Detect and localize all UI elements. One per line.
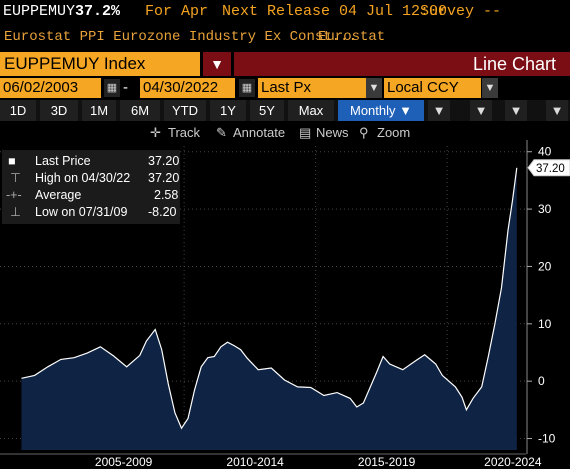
currency-dropdown-icon[interactable]: ▼ (482, 78, 498, 98)
period-1m[interactable]: 1M (82, 100, 116, 121)
legend-high: ⊤ High on 04/30/22 37.20 (2, 170, 180, 187)
currency-select[interactable]: Local CCY (384, 78, 481, 98)
legend-low-value: -8.20 (148, 205, 177, 219)
period-3d[interactable]: 3D (40, 100, 78, 121)
price-field-dropdown-icon[interactable]: ▼ (366, 78, 382, 98)
toolbar-menu-icon-1[interactable]: ▼ (428, 100, 450, 121)
x-axis: 2005-2009 2010-2014 2015-2019 2020-2024 (0, 453, 542, 469)
legend-low-label: Low on 07/31/09 (35, 205, 128, 219)
period-6m[interactable]: 6M (120, 100, 160, 121)
header-survey: Survey -- (420, 3, 502, 20)
legend-average: -+- Average 2.58 (2, 187, 180, 204)
toolbar-menu-icon-3[interactable]: ▼ (505, 100, 527, 121)
start-calendar-icon[interactable]: ▦ (104, 79, 120, 97)
period-ytd[interactable]: YTD (164, 100, 206, 121)
legend-high-value: 37.20 (148, 171, 180, 185)
security-row: EUPPEMUY Index ▼ Line Chart (0, 50, 570, 76)
date-range-row: 06/02/2003 ▦ - 04/30/2022 ▦ Last Px ▼ Lo… (0, 78, 570, 100)
zoom-icon[interactable]: ⚲ (359, 125, 369, 140)
last-value-marker: 37.20 (527, 159, 570, 177)
end-calendar-icon[interactable]: ▦ (239, 79, 255, 97)
last-value-badge (527, 159, 570, 177)
release-header: EUPPEMUY 37.2% For Apr Next Release 04 J… (0, 0, 570, 24)
toolbar-menu-icon-4[interactable]: ▼ (546, 100, 568, 121)
legend-last-price-value: 37.20 (148, 154, 180, 168)
last-value-label: 37.20 (536, 163, 565, 175)
y-axis: -10 0 10 20 30 40 (526, 140, 556, 454)
legend-last-price-label: Last Price (35, 154, 91, 168)
track-icon[interactable]: ✛ (150, 125, 161, 140)
period-1y[interactable]: 1Y (210, 100, 246, 121)
legend-average-value: 2.58 (154, 188, 179, 202)
start-date-field[interactable]: 06/02/2003 (0, 78, 101, 98)
period-1d[interactable]: 1D (0, 100, 36, 121)
y-tick-label: 10 (538, 317, 552, 331)
y-tick-label: -10 (538, 432, 556, 446)
news-icon[interactable]: ▤ (299, 125, 312, 140)
legend-square-icon: ■ (8, 154, 16, 168)
chart-tools-row: ✛ Track ✎ Annotate ▤ News ⚲ Zoom (0, 122, 570, 144)
x-tick-label: 2015-2019 (358, 455, 416, 469)
average-marker-icon: -+- (6, 188, 22, 202)
annotate-icon[interactable]: ✎ (216, 125, 227, 140)
period-max[interactable]: Max (288, 100, 334, 121)
y-tick-label: 20 (538, 259, 552, 273)
chart-grid (0, 146, 526, 450)
low-marker-icon: ⊥ (10, 205, 21, 219)
zoom-button[interactable]: Zoom (377, 125, 411, 140)
date-separator: - (123, 79, 128, 96)
y-tick-label: 30 (538, 202, 552, 216)
track-button[interactable]: Track (168, 125, 201, 140)
chart-line (21, 167, 518, 430)
series-description: Eurostat PPI Eurozone Industry Ex Const.… (4, 29, 357, 45)
period-5y[interactable]: 5Y (250, 100, 284, 121)
header-value: 37.2% (75, 3, 121, 20)
series-source: Eurostat (318, 29, 386, 45)
period-toolbar: 1D 3D 1M 6M YTD 1Y 5Y Max Monthly ▼ ▼ ▼ … (0, 100, 570, 121)
x-tick-label: 2005-2009 (95, 455, 153, 469)
price-field-select[interactable]: Last Px (258, 78, 376, 98)
description-row: Eurostat PPI Eurozone Industry Ex Const.… (0, 24, 570, 50)
frequency-select[interactable]: Monthly ▼ (338, 100, 424, 121)
header-ticker: EUPPEMUY (3, 3, 76, 20)
legend-last-price: ■ Last Price 37.20 (2, 153, 180, 170)
header-period: For Apr (145, 3, 209, 20)
annotate-button[interactable]: Annotate (233, 125, 286, 140)
x-tick-label: 2020-2024 (484, 455, 542, 469)
chart-legend: ■ Last Price 37.20 ⊤ High on 04/30/22 37… (2, 150, 180, 224)
y-tick-label: 0 (538, 374, 545, 388)
chart-area (21, 167, 517, 451)
chart-type-title[interactable]: Line Chart (472, 54, 556, 74)
x-tick-label: 2010-2014 (226, 455, 284, 469)
chart-title-bar: Line Chart (234, 52, 570, 76)
legend-low: ⊥ Low on 07/31/09 -8.20 (2, 204, 180, 221)
legend-high-label: High on 04/30/22 (35, 171, 131, 185)
y-tick-label: 40 (538, 145, 552, 159)
legend-average-label: Average (35, 188, 82, 202)
toolbar-menu-icon-2[interactable]: ▼ (470, 100, 492, 121)
end-date-field[interactable]: 04/30/2022 (140, 78, 235, 98)
ticker-input[interactable]: EUPPEMUY Index (0, 52, 200, 76)
high-marker-icon: ⊤ (10, 171, 21, 185)
ticker-dropdown-icon[interactable]: ▼ (203, 52, 231, 76)
header-next-release: Next Release 04 Jul 12:00 (222, 3, 448, 20)
news-button[interactable]: News (316, 125, 349, 140)
